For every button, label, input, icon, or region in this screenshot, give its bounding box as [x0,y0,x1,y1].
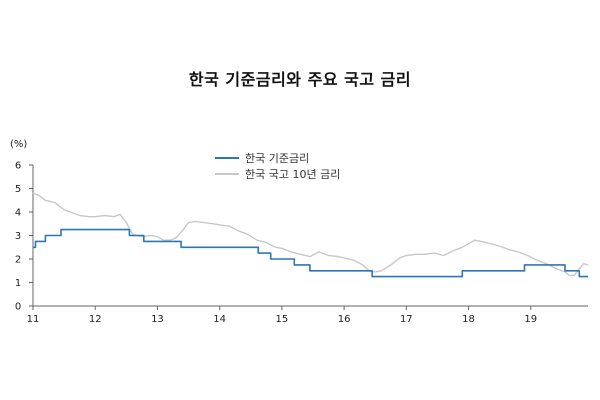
y-tick-label: 5 [15,184,21,195]
y-tick-label: 4 [15,208,21,219]
chart-title: 한국 기준금리와 주요 국고 금리 [188,70,412,89]
x-tick-label: 14 [213,314,226,325]
x-tick-label: 12 [89,314,102,325]
treasury-10y-line [32,192,589,277]
x-tick-label: 15 [276,314,289,325]
x-tick-label: 19 [524,314,537,325]
y-axis-label: (%) [10,139,27,150]
base-rate-line [33,228,588,278]
y-tick-label: 3 [15,231,21,242]
y-tick-label: 1 [15,278,21,289]
x-tick-label: 11 [27,314,40,325]
x-tick-label: 16 [338,314,351,325]
x-tick-label: 13 [151,314,164,325]
y-tick-label: 6 [15,161,21,172]
series-lines [32,192,589,278]
axes [29,164,588,310]
legend-label: 한국 국고 10년 금리 [245,168,340,181]
x-tick-label: 18 [462,314,475,325]
legend-label: 한국 기준금리 [245,152,309,165]
x-tick-label: 17 [400,314,413,325]
y-tick-label: 0 [15,302,21,313]
y-tick-label: 2 [15,255,21,266]
